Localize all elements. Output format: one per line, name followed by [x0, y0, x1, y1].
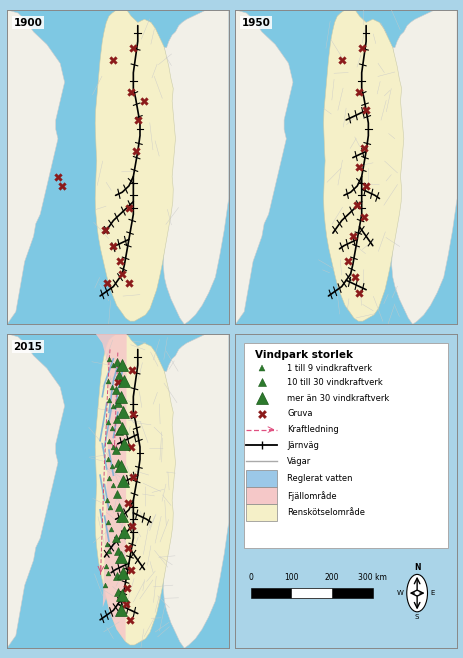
Polygon shape — [323, 10, 403, 321]
Text: 100: 100 — [284, 573, 298, 582]
Bar — [250, 588, 372, 598]
Text: Fjällområde: Fjällområde — [287, 491, 336, 501]
FancyBboxPatch shape — [244, 343, 447, 547]
Polygon shape — [95, 334, 175, 645]
Text: Reglerat vatten: Reglerat vatten — [287, 474, 352, 483]
Ellipse shape — [406, 574, 426, 612]
Polygon shape — [163, 10, 228, 324]
Text: 10 till 30 vindkraftverk: 10 till 30 vindkraftverk — [287, 378, 382, 387]
Polygon shape — [95, 10, 175, 321]
Text: S: S — [414, 615, 419, 620]
FancyBboxPatch shape — [246, 487, 277, 504]
FancyBboxPatch shape — [246, 470, 277, 487]
Polygon shape — [7, 334, 64, 648]
Polygon shape — [7, 10, 64, 324]
Text: Gruva: Gruva — [287, 409, 312, 418]
Polygon shape — [391, 10, 456, 324]
Text: N: N — [413, 563, 419, 572]
Bar — [291, 588, 332, 598]
Text: Kraftledning: Kraftledning — [287, 425, 338, 434]
Text: Järnväg: Järnväg — [287, 441, 319, 450]
Text: 1900: 1900 — [13, 18, 43, 28]
Text: E: E — [429, 590, 434, 596]
Text: 2015: 2015 — [13, 342, 43, 351]
Text: Vägar: Vägar — [287, 457, 311, 466]
FancyBboxPatch shape — [246, 505, 277, 521]
Text: Renskötselområde: Renskötselområde — [287, 509, 365, 517]
Text: 200: 200 — [324, 573, 338, 582]
Text: 1 till 9 vindkraftverk: 1 till 9 vindkraftverk — [287, 364, 372, 373]
Text: W: W — [396, 590, 403, 596]
Text: 300 km: 300 km — [357, 573, 387, 582]
Text: Vindpark storlek: Vindpark storlek — [255, 350, 352, 361]
Polygon shape — [235, 10, 292, 324]
Polygon shape — [163, 334, 228, 648]
Text: 0: 0 — [248, 573, 253, 582]
Text: 1950: 1950 — [242, 18, 270, 28]
Polygon shape — [95, 334, 126, 642]
Text: mer än 30 vindkraftverk: mer än 30 vindkraftverk — [287, 393, 389, 403]
